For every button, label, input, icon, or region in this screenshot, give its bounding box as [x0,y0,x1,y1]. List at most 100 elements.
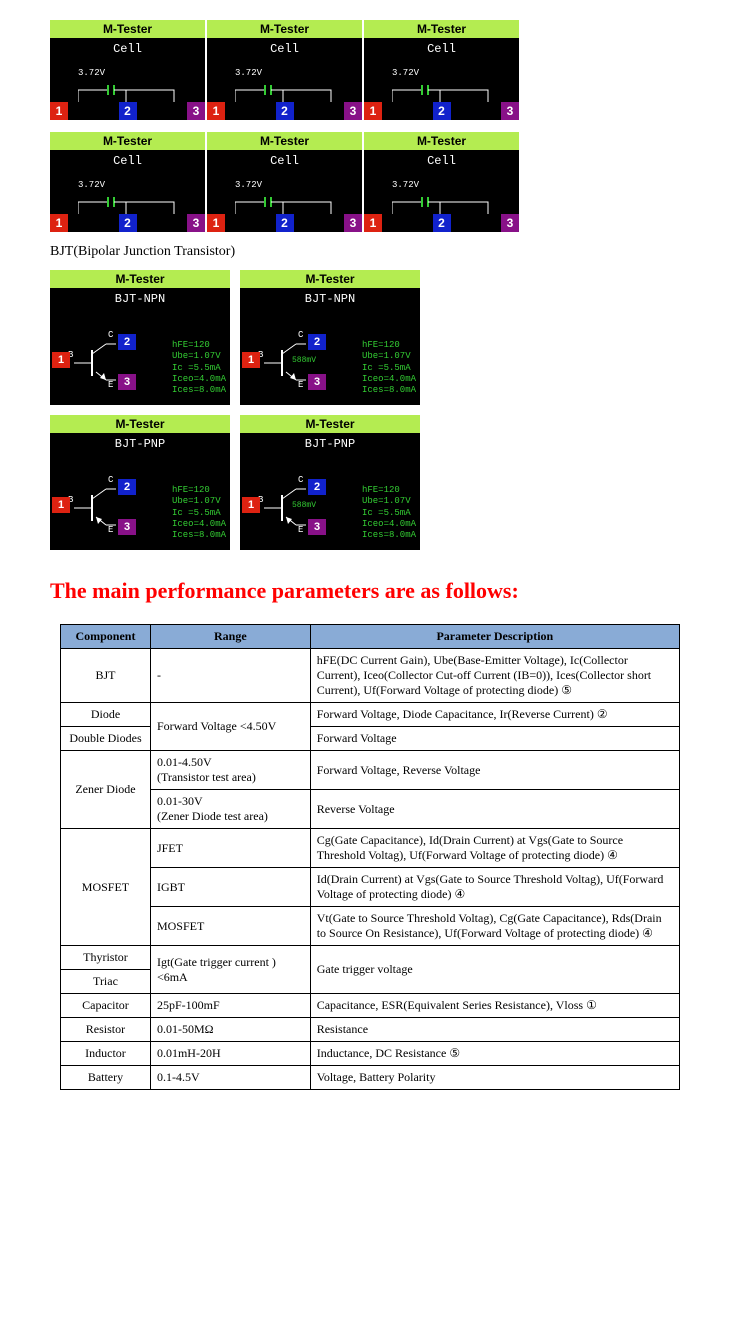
pin-b: 1 [242,352,260,368]
pin-1: 1 [364,214,382,232]
table-row: ThyristorIgt(Gate trigger current )<6mAG… [61,946,680,970]
pin-3: 3 [344,214,362,232]
label-e: E [108,380,113,390]
cell-component: MOSFET [61,829,151,946]
panel-body: 3.72V 1 2 3 [207,60,362,120]
pin-1: 1 [364,102,382,120]
table-row: Resistor0.01-50MΩResistance [61,1018,680,1042]
table-row: Zener Diode0.01-4.50V(Transistor test ar… [61,751,680,790]
cell-component: Resistor [61,1018,151,1042]
label-e: E [298,380,303,390]
pin-e: 3 [118,519,136,535]
table-row: Capacitor25pF-100mFCapacitance, ESR(Equi… [61,994,680,1018]
panel-title: Cell [364,38,519,60]
panel-title: Cell [364,150,519,172]
table-row: Inductor0.01mH-20HInductance, DC Resista… [61,1042,680,1066]
label-e: E [298,525,303,535]
pin-3: 3 [344,102,362,120]
table-row: MOSFETJFETCg(Gate Capacitance), Id(Drain… [61,829,680,868]
cell-range: 0.01-30V(Zener Diode test area) [150,790,310,829]
cell-range: 25pF-100mF [150,994,310,1018]
panel-header: M-Tester [50,132,205,150]
pins-row: 1 2 3 [50,214,205,232]
cell-component: Double Diodes [61,727,151,751]
panel-header: M-Tester [364,132,519,150]
cell-range: MOSFET [150,907,310,946]
bjt-body: C B E 2 1 3 hFE=120Ube=1.07VIc =5.5mAIce… [50,455,230,550]
pin-b: 1 [242,497,260,513]
cell-range: IGBT [150,868,310,907]
pin-3: 3 [501,214,519,232]
bjt-body: C B E 2 1 3 588mV hFE=120Ube=1.07VIc =5.… [240,455,420,550]
label-c: C [108,330,113,340]
cell-component: BJT [61,649,151,703]
cell-panel: M-Tester Cell 3.72V 1 2 3 [50,20,205,120]
voltage-text: 3.72V [78,68,105,78]
panel-title: Cell [207,150,362,172]
th-desc: Parameter Description [310,625,679,649]
bjt-panels-group: M-Tester BJT-NPN C B E 2 1 3 hFE=120Ube=… [50,270,700,550]
table-row: BJT-hFE(DC Current Gain), Ube(Base-Emitt… [61,649,680,703]
pin-1: 1 [207,102,225,120]
pin-b: 1 [52,497,70,513]
pin-b: 1 [52,352,70,368]
cell-row-2: M-Tester Cell 3.72V 1 2 3 M-Tester Cell … [50,132,700,232]
cell-range: - [150,649,310,703]
pin-3: 3 [187,102,205,120]
pin-c: 2 [118,479,136,495]
pin-2: 2 [433,214,451,232]
cell-component: Battery [61,1066,151,1090]
cell-desc: hFE(DC Current Gain), Ube(Base-Emitter V… [310,649,679,703]
bjt-panel-npn: M-Tester BJT-NPN C B E 2 1 3 588mV hFE=1… [240,270,420,405]
cell-panel: M-Tester Cell 3.72V 1 2 3 [207,20,362,120]
cell-component: Inductor [61,1042,151,1066]
pins-row: 1 2 3 [207,102,362,120]
table-row: DiodeForward Voltage <4.50VForward Volta… [61,703,680,727]
bjt-type-title: BJT-PNP [50,433,230,455]
bjt-panel-pnp: M-Tester BJT-PNP C B E 2 1 3 588mV hFE=1… [240,415,420,550]
panel-title: Cell [207,38,362,60]
table-body: BJT-hFE(DC Current Gain), Ube(Base-Emitt… [61,649,680,1090]
panel-header: M-Tester [207,132,362,150]
table-row: 0.01-30V(Zener Diode test area)Reverse V… [61,790,680,829]
label-c: C [298,330,303,340]
cell-desc: Forward Voltage, Reverse Voltage [310,751,679,790]
label-e: E [108,525,113,535]
cell-panel: M-Tester Cell 3.72V 1 2 3 [50,132,205,232]
panel-header: M-Tester [240,415,420,433]
panel-header: M-Tester [364,20,519,38]
bjt-params: hFE=120Ube=1.07VIc =5.5mAIceo=4.0mAIces=… [362,485,416,541]
voltage-text: 3.72V [235,180,262,190]
panel-body: 3.72V 1 2 3 [50,60,205,120]
cell-panel: M-Tester Cell 3.72V 1 2 3 [364,132,519,232]
voltage-text: 3.72V [235,68,262,78]
bjt-section-label: BJT(Bipolar Junction Transistor) [50,244,700,260]
th-component: Component [61,625,151,649]
bjt-row-pnp: M-Tester BJT-PNP C B E 2 1 3 hFE=120Ube=… [50,415,700,550]
panel-header: M-Tester [50,20,205,38]
bjt-panel-npn: M-Tester BJT-NPN C B E 2 1 3 hFE=120Ube=… [50,270,230,405]
cell-desc: Id(Drain Current) at Vgs(Gate to Source … [310,868,679,907]
table-row: Battery0.1-4.5VVoltage, Battery Polarity [61,1066,680,1090]
cell-row-1: M-Tester Cell 3.72V 1 2 3 M-Tester Cell … [50,20,700,120]
cell-desc: Inductance, DC Resistance ⑤ [310,1042,679,1066]
voltage-text: 3.72V [78,180,105,190]
pin-e: 3 [118,374,136,390]
table-row: IGBTId(Drain Current) at Vgs(Gate to Sou… [61,868,680,907]
label-c: C [298,475,303,485]
pins-row: 1 2 3 [50,102,205,120]
cell-panel: M-Tester Cell 3.72V 1 2 3 [364,20,519,120]
panel-header: M-Tester [207,20,362,38]
vf-text: 588mV [292,501,316,510]
cell-panel: M-Tester Cell 3.72V 1 2 3 [207,132,362,232]
cell-desc: Forward Voltage, Diode Capacitance, Ir(R… [310,703,679,727]
main-heading: The main performance parameters are as f… [50,578,700,604]
cell-desc: Reverse Voltage [310,790,679,829]
bjt-params: hFE=120Ube=1.07VIc =5.5mAIceo=4.0mAIces=… [172,340,226,396]
pin-2: 2 [276,214,294,232]
pin-c: 2 [308,479,326,495]
cell-panels-group: M-Tester Cell 3.72V 1 2 3 M-Tester Cell … [50,20,700,232]
cell-range: Forward Voltage <4.50V [150,703,310,751]
panel-body: 3.72V 1 2 3 [364,60,519,120]
cell-component: Zener Diode [61,751,151,829]
